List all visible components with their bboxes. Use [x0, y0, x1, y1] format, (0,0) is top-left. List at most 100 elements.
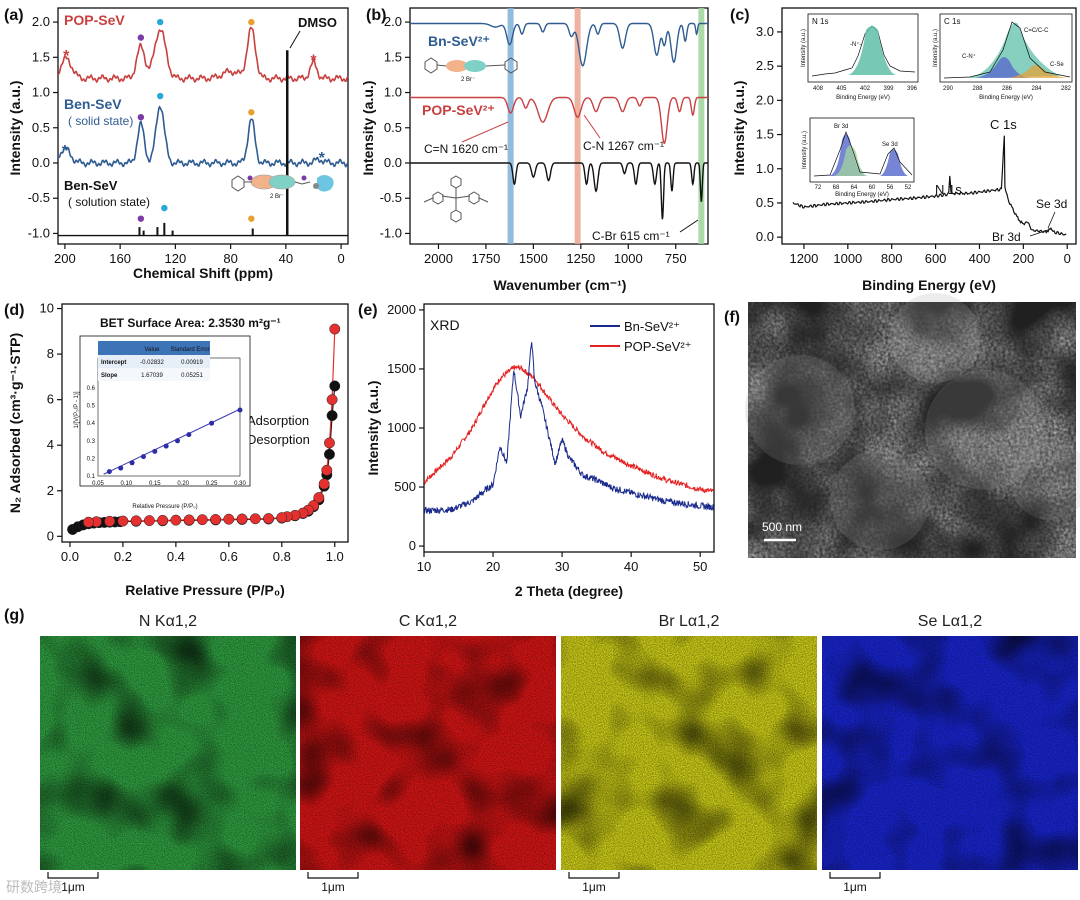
- eds-scale-label-3: 1μm: [843, 880, 867, 894]
- adsorption-point-26: [329, 380, 341, 392]
- bet-point-0: [106, 469, 112, 475]
- label-c1s: C 1s: [990, 117, 1017, 132]
- panel-a-xtick-1: 160: [109, 251, 131, 266]
- arrow-cbr615: [679, 219, 699, 233]
- inset-c1s-xtick-4: 282: [1061, 86, 1072, 92]
- ir-series-1: [410, 96, 708, 145]
- xrd-title: XRD: [430, 317, 460, 333]
- desorption-point-16: [210, 514, 222, 525]
- panel-d-ytick-5: 10: [40, 301, 54, 316]
- bet-inset-xtick-3: 0.20: [177, 481, 189, 487]
- inset-brse-xlabel: Binding Energy (eV): [835, 192, 889, 198]
- desorption-point-5: [313, 492, 325, 504]
- panel-c-xlabel: Binding Energy (eV): [862, 277, 996, 293]
- desorption-point-2: [324, 437, 335, 449]
- panel-c-xtick-0: 1200: [789, 251, 818, 266]
- panel-e-ytick-4: 2000: [387, 302, 416, 317]
- peak-marker-8: [248, 215, 255, 222]
- peak-marker-4: [156, 92, 164, 100]
- panel-e-xtick-1: 20: [486, 559, 500, 574]
- panel-d-label: (d): [4, 302, 24, 319]
- panel-e-label: (e): [358, 302, 378, 319]
- bet-point-4: [152, 448, 158, 454]
- desorption-point-17: [196, 514, 208, 526]
- bet-table-r2c0: Slope: [101, 373, 118, 379]
- panel-e-ytick-0: 0: [409, 538, 416, 553]
- panel-a-xtick-2: 120: [165, 251, 187, 266]
- panel-d-ylabel: N₂ Adsorbed (cm³·g⁻¹·STP): [7, 333, 23, 513]
- peak-marker-3: [137, 113, 145, 121]
- panel-d-ytick-1: 2: [47, 483, 54, 498]
- bet-table-r2c2: 0.05251: [181, 373, 203, 379]
- panel-b-ytick-2: 0.0: [384, 155, 402, 170]
- inset-c1s-peak-c: C-Se: [1050, 62, 1064, 68]
- bet-point-6: [175, 438, 181, 444]
- label-ben-sev-solution: Ben-SeV: [64, 178, 118, 193]
- molecule-sketch-b1: 2 Br⁻: [424, 57, 518, 83]
- inset-brse-xtick-5: 52: [905, 185, 912, 191]
- legend-pop: POP-SeV²⁺: [624, 339, 692, 354]
- eds-map-title-0: N Kα1,2: [139, 613, 197, 630]
- desorption-point-14: [236, 513, 248, 525]
- ir-band-0: [507, 8, 514, 244]
- molecule-sketch-b2: [423, 175, 489, 223]
- star-marker-0: *: [63, 48, 70, 65]
- desorption-point-26: [83, 516, 94, 528]
- panel-a-xtick-0: 200: [54, 251, 76, 266]
- panel-b-ytick-5: 1.5: [384, 49, 402, 64]
- legend-bn: Bn-SeV²⁺: [624, 319, 680, 334]
- inset-c1s-title: C 1s: [944, 17, 960, 26]
- nmr-series-1: [57, 105, 349, 168]
- panel-c-ylabel: Intensity (a.u.): [731, 81, 747, 176]
- legend-adsorption: Adsorption: [247, 413, 309, 428]
- panel-e-ylabel: Intensity (a.u.): [365, 381, 381, 476]
- inset-brse-xtick-2: 64: [851, 185, 858, 191]
- arrow-cn1267: [583, 114, 601, 139]
- bet-point-9: [237, 407, 243, 413]
- inset-se-title: Se 3d: [882, 142, 898, 148]
- panel-e-xtick-0: 10: [417, 559, 431, 574]
- molecule-sketch-a: 2 Br⁻: [231, 174, 334, 200]
- label-solid-state: ( solid state): [68, 114, 133, 128]
- panel-e-xtick-2: 30: [555, 559, 569, 574]
- panel-b-xtick-0: 2000: [424, 251, 453, 266]
- inset-n1s-xtick-2: 402: [860, 86, 871, 92]
- panel-c-ytick-0: 0.0: [756, 229, 774, 244]
- panel-a-xtick-4: 40: [279, 251, 293, 266]
- label-solution-state: ( solution state): [68, 195, 150, 209]
- bet-fit-line: [103, 408, 241, 475]
- inset-br-title: Br 3d: [834, 124, 848, 130]
- desorption-point-1: [326, 394, 338, 406]
- panel-c-ytick-4: 2.0: [756, 92, 774, 107]
- bet-table-h2: Standard Error: [170, 347, 209, 353]
- panel-c-xtick-3: 600: [925, 251, 947, 266]
- panel-b-ytick-0: -1.0: [380, 225, 402, 240]
- panel-c-xtick-4: 400: [969, 251, 991, 266]
- eds-map-title-1: C Kα1,2: [399, 613, 457, 630]
- bet-inset-xlabel: Relative Pressure (P/P₀): [132, 504, 197, 510]
- eds-map-title-2: Br Lα1,2: [659, 613, 720, 630]
- bet-point-5: [163, 443, 169, 449]
- annot-cn1267: C-N 1267 cm⁻¹: [583, 139, 664, 153]
- inset-c1s-xtick-2: 286: [1002, 86, 1013, 92]
- panel-c-chart: (c) 1200 1000 800 600 400 200 0 0.0 0.5 1.0 1.5 2.0…: [730, 7, 1077, 293]
- eds-scale-label-1: 1μm: [321, 880, 345, 894]
- inset-c1s-peak-a: C=C/C-C: [1024, 28, 1049, 34]
- panel-d-ytick-0: 0: [47, 528, 54, 543]
- inset-n1s-xlabel: Binding Energy (eV): [836, 95, 890, 101]
- panel-f-label: (f): [724, 309, 740, 326]
- eds-scalebar-1: 1μm: [307, 872, 359, 894]
- desorption-point-12: [263, 513, 275, 524]
- desorption-point-0: [329, 323, 341, 335]
- ir-band-2: [698, 8, 705, 244]
- bet-inset-xtick-0: 0.05: [92, 481, 104, 487]
- desorption-point-19: [170, 514, 182, 526]
- inset-c1s-xtick-3: 284: [1031, 86, 1042, 92]
- desorption-point-11: [276, 512, 288, 524]
- inset-n1s: N 1s -N⁺- 408 405 402 399 396 Binding Energy…: [801, 13, 919, 101]
- bet-title: BET Surface Area: 2.3530 m²g⁻¹: [100, 316, 281, 330]
- inset-n1s-xtick-1: 405: [836, 86, 847, 92]
- panel-a-ytick-5: 1.5: [32, 49, 50, 64]
- peak-marker-1: [156, 18, 164, 26]
